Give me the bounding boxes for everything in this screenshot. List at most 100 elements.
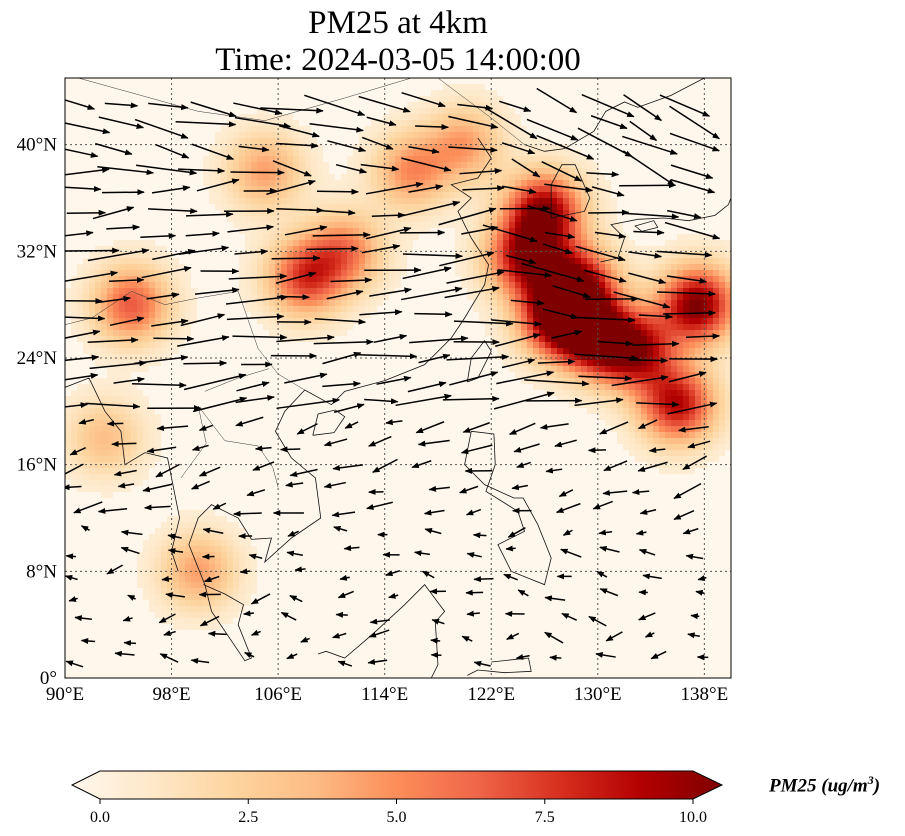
wind-arrow <box>590 115 628 130</box>
wind-arrow <box>194 287 240 295</box>
wind-arrow <box>287 530 299 537</box>
wind-arrow <box>544 183 594 193</box>
wind-arrow <box>276 397 341 410</box>
wind-arrow <box>322 351 362 365</box>
colorbar-tick-label: 10.0 <box>679 809 707 826</box>
wind-arrow <box>120 529 143 536</box>
wind-arrow <box>333 403 365 414</box>
wind-arrow <box>327 140 367 153</box>
wind-arrow <box>333 525 348 532</box>
wind-arrow <box>517 589 529 597</box>
wind-arrow <box>623 94 663 122</box>
wind-arrow <box>85 402 141 410</box>
wind-arrow <box>673 482 702 500</box>
wind-arrow <box>562 529 573 536</box>
wind-arrow <box>316 188 359 195</box>
lon-tick-label: 138°E <box>681 684 729 705</box>
wind-arrow <box>238 145 270 153</box>
wind-arrow <box>148 102 189 111</box>
colorbar-ticks: 0.0 2.5 5.0 7.5 10.0 <box>90 799 707 826</box>
wind-arrow <box>78 418 95 425</box>
wind-arrow <box>361 136 394 150</box>
wind-arrow <box>266 179 316 196</box>
wind-arrow <box>286 653 298 660</box>
wind-arrow <box>408 184 444 193</box>
wind-arrow <box>639 508 657 515</box>
colorbar-gradient <box>70 770 724 800</box>
wind-arrow <box>234 248 269 255</box>
wind-arrow <box>472 532 487 539</box>
wind-arrow <box>190 101 237 118</box>
wind-arrow <box>309 209 356 216</box>
wind-arrow <box>80 637 96 644</box>
wind-arrow <box>248 553 263 560</box>
wind-arrow <box>508 422 536 436</box>
wind-arrow <box>670 164 714 179</box>
wind-arrow <box>510 299 545 306</box>
wind-arrow <box>146 446 177 454</box>
wind-arrow <box>65 660 84 668</box>
wind-arrow <box>631 489 650 495</box>
wind-arrow <box>156 425 189 432</box>
wind-arrow <box>141 265 192 279</box>
wind-arrow <box>560 548 582 558</box>
wind-arrow <box>526 118 579 141</box>
wind-arrow <box>575 245 626 262</box>
wind-arrow <box>330 277 373 284</box>
wind-arrow <box>323 438 348 447</box>
wind-arrow <box>650 650 667 660</box>
wind-arrow <box>460 444 493 455</box>
lon-tick-label: 106°E <box>254 684 302 705</box>
wind-arrow <box>185 211 234 218</box>
wind-arrow <box>337 590 354 599</box>
wind-arrow <box>599 588 619 597</box>
wind-arrow <box>542 243 573 255</box>
wind-arrow <box>335 611 348 618</box>
wind-arrow <box>183 373 247 391</box>
wind-arrow <box>65 247 120 254</box>
wind-arrow <box>516 461 531 468</box>
wind-arrow <box>235 394 275 404</box>
wind-arrow <box>545 467 563 474</box>
wind-arrow <box>279 446 301 453</box>
wind-arrow <box>65 270 119 282</box>
wind-arrow <box>252 461 275 471</box>
wind-arrow <box>527 205 578 222</box>
wind-arrow <box>97 295 131 304</box>
wind-arrow <box>511 158 541 178</box>
wind-arrow <box>539 423 569 430</box>
wind-arrow <box>670 179 716 194</box>
wind-arrow <box>68 596 78 602</box>
wind-arrow <box>289 468 318 477</box>
wind-arrow <box>254 445 272 452</box>
wind-arrow <box>599 545 620 553</box>
wind-arrow <box>638 549 656 556</box>
wind-arrow <box>192 396 248 413</box>
wind-arrow <box>462 422 490 433</box>
wind-arrow <box>496 370 555 385</box>
wind-arrow <box>80 525 90 532</box>
wind-arrow <box>65 354 100 362</box>
wind-arrow <box>373 334 408 344</box>
wind-arrow <box>198 424 213 431</box>
wind-arrow <box>648 447 666 454</box>
wind-arrow <box>385 419 403 426</box>
wind-arrow <box>421 570 435 579</box>
wind-arrow <box>300 636 310 643</box>
wind-arrow <box>663 309 717 316</box>
gridlines <box>65 78 731 678</box>
wind-arrow <box>453 320 514 327</box>
wind-arrow <box>360 163 400 172</box>
wind-arrow <box>123 640 136 647</box>
wind-arrow <box>642 573 662 580</box>
wind-arrow <box>365 181 424 195</box>
wind-arrow <box>236 381 270 392</box>
wind-arrow <box>493 391 555 410</box>
wind-arrow <box>695 589 705 596</box>
lon-tick-label: 114°E <box>361 684 408 705</box>
wind-arrow <box>505 254 537 265</box>
wind-arrow <box>446 270 505 284</box>
wind-arrow <box>335 163 368 174</box>
wind-arrow <box>207 630 227 637</box>
wind-arrow <box>180 313 226 327</box>
